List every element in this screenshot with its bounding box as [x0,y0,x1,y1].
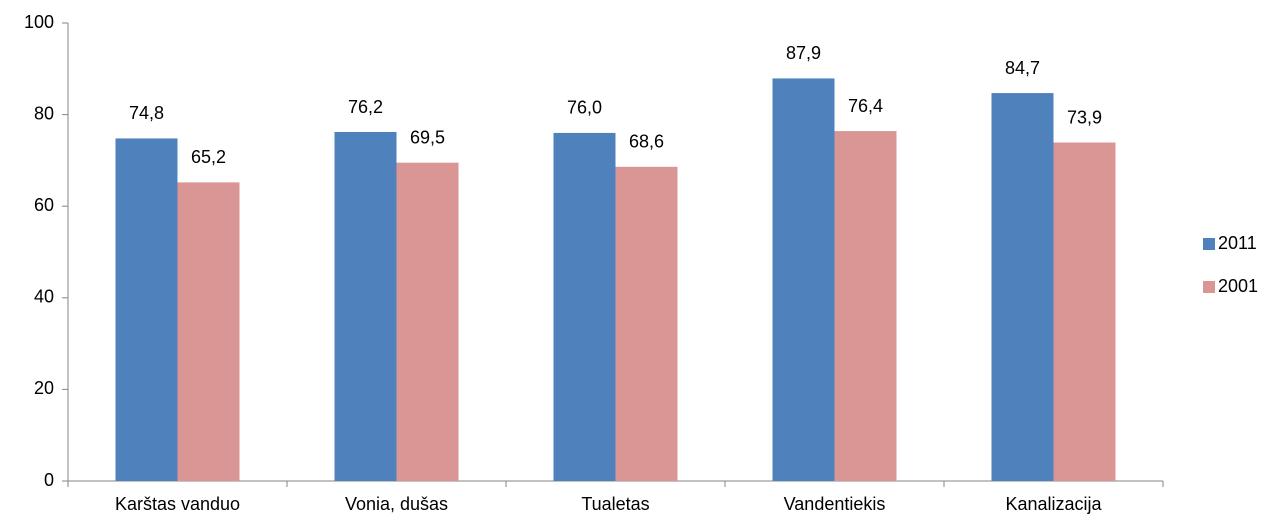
value-label: 73,9 [1067,107,1102,127]
value-label: 74,8 [129,103,164,123]
bar [834,131,897,481]
x-tick-label: Tualetas [581,494,649,514]
bar [553,132,616,482]
value-label: 87,9 [786,43,821,63]
y-tick-label: 40 [34,287,54,307]
bar [615,166,678,481]
legend-label: 2001 [1218,276,1258,296]
value-label: 68,6 [629,132,664,152]
bar [991,93,1054,481]
bar [177,182,240,481]
value-label: 69,5 [410,127,445,147]
x-tick-label: Vonia, dušas [345,494,448,514]
bar [396,162,459,481]
bar [334,132,397,481]
legend-label: 2011 [1218,233,1257,253]
x-tick-label: Kanalizacija [1005,494,1102,514]
bar [772,78,835,481]
legend-swatch [1203,281,1215,293]
y-tick-label: 80 [34,103,54,123]
value-label: 65,2 [191,147,226,167]
value-label: 76,4 [848,96,883,116]
legend-swatch [1203,238,1215,250]
y-tick-label: 60 [34,195,54,215]
value-label: 76,2 [348,97,383,117]
value-label: 84,7 [1005,58,1040,78]
bar [115,138,178,481]
value-label: 76,0 [567,98,602,118]
bar [1053,142,1116,481]
x-tick-label: Karštas vanduo [115,494,240,514]
y-tick-label: 100 [24,12,54,32]
y-tick-label: 20 [34,378,54,398]
x-tick-label: Vandentiekis [784,494,886,514]
y-tick-label: 0 [44,470,54,490]
